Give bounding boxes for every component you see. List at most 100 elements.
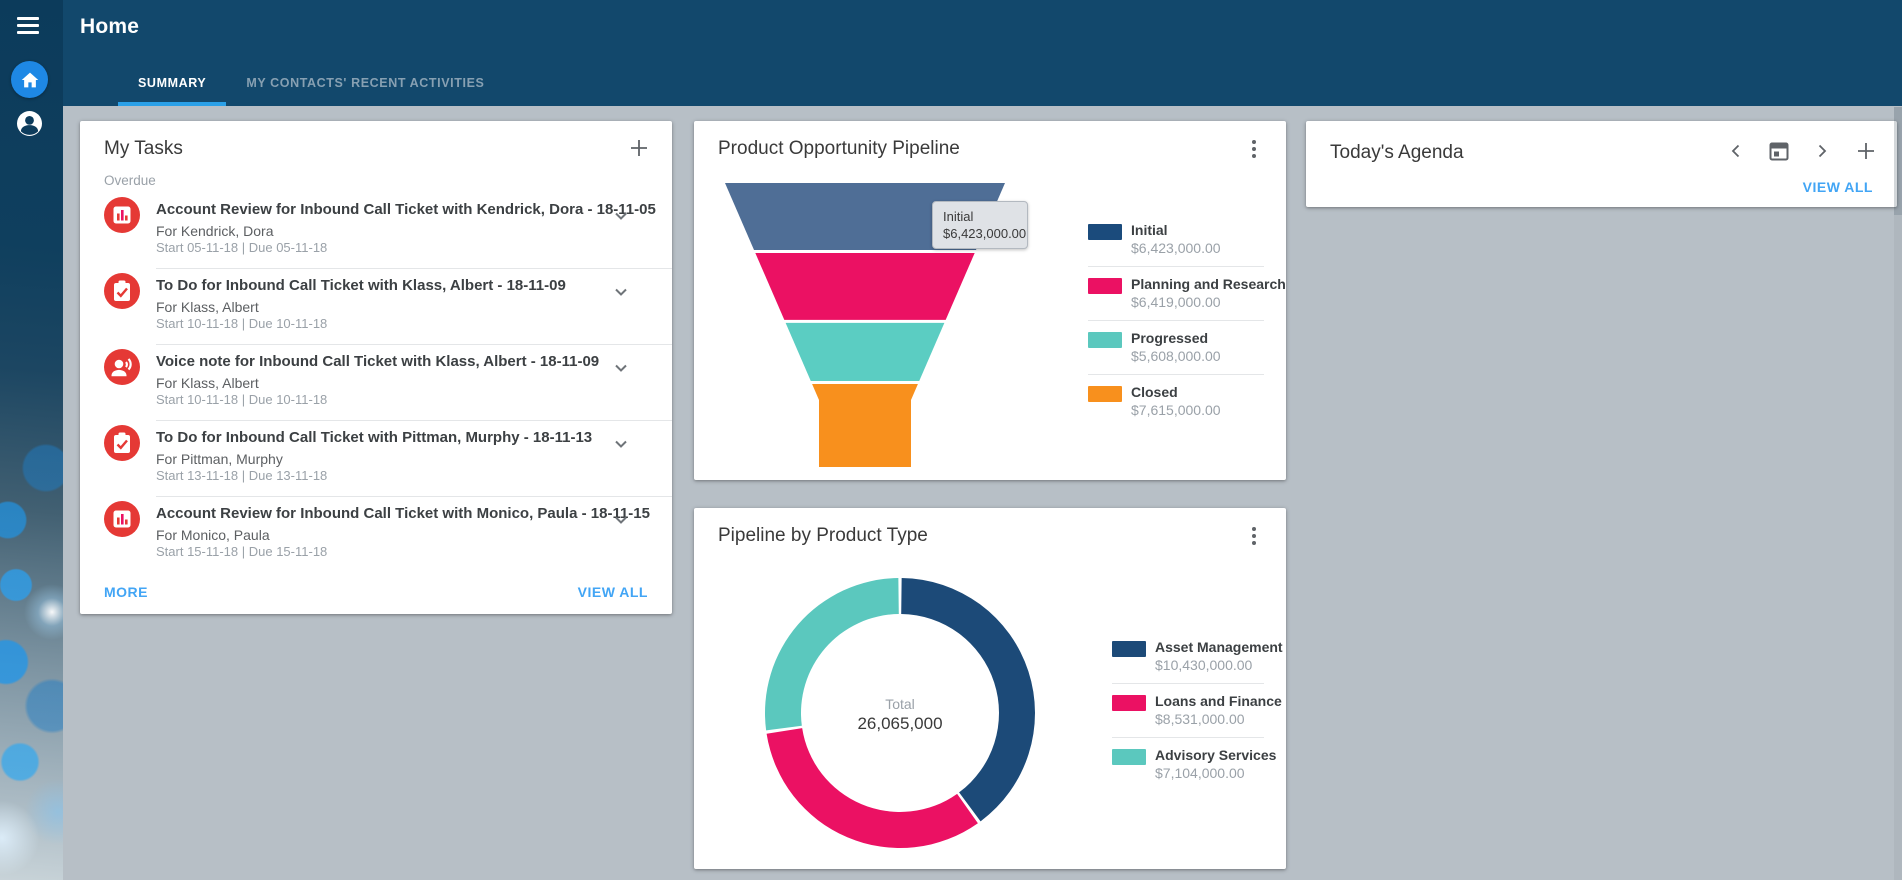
legend-swatch [1088, 332, 1122, 348]
bar-chart-icon [104, 197, 140, 233]
sidebar [0, 0, 63, 880]
tasks-footer: MORE VIEW ALL [104, 584, 648, 600]
my-tasks-card: My Tasks Overdue Account Review for Inbo… [80, 121, 672, 614]
task-subtitle: For Klass, Albert [156, 375, 259, 391]
chevron-left-icon[interactable] [1727, 142, 1745, 165]
legend-value: $5,608,000.00 [1131, 348, 1221, 364]
donut-center-text: Total 26,065,000 [800, 696, 1000, 734]
plus-icon [631, 140, 647, 156]
view-all-agenda-button[interactable]: VIEW ALL [1802, 179, 1873, 195]
task-title: To Do for Inbound Call Ticket with Pittm… [156, 429, 593, 446]
legend-item: Asset Management $10,430,000.00 [1112, 630, 1283, 684]
funnel-card-title: Product Opportunity Pipeline [718, 138, 960, 159]
task-subtitle: For Monico, Paula [156, 527, 270, 543]
legend-swatch [1088, 386, 1122, 402]
task-row[interactable]: Account Review for Inbound Call Ticket w… [80, 193, 672, 269]
home-icon [21, 72, 38, 87]
legend-label: Planning and Research [1131, 276, 1286, 292]
tab-bar: SUMMARY MY CONTACTS' RECENT ACTIVITIES [118, 64, 504, 106]
chevron-down-icon[interactable] [610, 205, 632, 232]
plus-icon [1858, 143, 1874, 159]
account-circle-icon [17, 111, 42, 136]
todays-agenda-card: Today's Agenda VIEW ALL [1306, 121, 1897, 207]
view-all-tasks-button[interactable]: VIEW ALL [577, 584, 648, 600]
todo-check-icon [104, 425, 140, 461]
agenda-title: Today's Agenda [1330, 142, 1464, 163]
legend-swatch [1112, 641, 1146, 657]
calendar-icon[interactable] [1767, 139, 1791, 168]
account-nav-button[interactable] [16, 110, 43, 137]
legend-item: Closed $7,615,000.00 [1088, 375, 1264, 428]
legend-label: Advisory Services [1155, 747, 1277, 763]
voice-note-icon [104, 349, 140, 385]
task-dates: Start 15-11-18 | Due 15-11-18 [156, 544, 328, 559]
agenda-toolbar [1727, 138, 1879, 169]
more-button[interactable]: MORE [104, 584, 148, 600]
task-dates: Start 10-11-18 | Due 10-11-18 [156, 392, 328, 407]
more-options-icon[interactable] [1242, 524, 1266, 548]
task-title: Account Review for Inbound Call Ticket w… [156, 505, 650, 522]
scrollbar-track[interactable] [1894, 107, 1902, 880]
task-dates: Start 10-11-18 | Due 10-11-18 [156, 316, 328, 331]
chevron-down-icon[interactable] [610, 281, 632, 308]
page-title: Home [80, 15, 140, 38]
home-nav-button[interactable] [11, 61, 48, 98]
donut-total-value: 26,065,000 [857, 714, 943, 733]
legend-item: Loans and Finance $8,531,000.00 [1112, 684, 1282, 738]
task-row[interactable]: To Do for Inbound Call Ticket with Pittm… [80, 421, 672, 497]
product-opportunity-pipeline-card: Product Opportunity Pipeline Initial $6,… [694, 121, 1286, 480]
chevron-down-icon[interactable] [610, 357, 632, 384]
add-event-button[interactable] [1853, 138, 1879, 169]
chevron-down-icon[interactable] [610, 433, 632, 460]
legend-swatch [1112, 749, 1146, 765]
legend-value: $6,423,000.00 [1131, 240, 1221, 256]
bar-chart-icon [104, 501, 140, 537]
scrollbar-thumb[interactable] [1894, 107, 1902, 215]
tooltip-value: $6,423,000.00 [943, 226, 1027, 241]
legend-swatch [1112, 695, 1146, 711]
task-subtitle: For Klass, Albert [156, 299, 259, 315]
legend-label: Loans and Finance [1155, 693, 1282, 709]
task-dates: Start 05-11-18 | Due 05-11-18 [156, 240, 328, 255]
tasks-group-label: Overdue [104, 173, 156, 188]
legend-item: Initial $6,423,000.00 [1088, 213, 1264, 267]
legend-value: $7,104,000.00 [1155, 765, 1245, 781]
legend-item: Progressed $5,608,000.00 [1088, 321, 1264, 375]
chevron-down-icon[interactable] [610, 509, 632, 536]
pipeline-by-product-type-card: Pipeline by Product Type Total 26,065,00… [694, 508, 1286, 869]
task-row[interactable]: To Do for Inbound Call Ticket with Klass… [80, 269, 672, 345]
tooltip-label: Initial [943, 209, 974, 224]
task-row[interactable]: Account Review for Inbound Call Ticket w… [80, 497, 672, 573]
task-dates: Start 13-11-18 | Due 13-11-18 [156, 468, 328, 483]
add-task-button[interactable] [626, 135, 652, 166]
chart-tooltip: Initial $6,423,000.00 [932, 201, 1028, 249]
task-title: To Do for Inbound Call Ticket with Klass… [156, 277, 566, 294]
legend-label: Initial [1131, 222, 1168, 238]
legend-item: Advisory Services $7,104,000.00 [1112, 738, 1277, 791]
legend-label: Closed [1131, 384, 1178, 400]
task-title: Voice note for Inbound Call Ticket with … [156, 353, 600, 370]
menu-icon[interactable] [17, 17, 39, 34]
legend-swatch [1088, 224, 1122, 240]
legend-value: $6,419,000.00 [1131, 294, 1221, 310]
legend-label: Asset Management [1155, 639, 1283, 655]
legend-value: $8,531,000.00 [1155, 711, 1245, 727]
tab-my-contacts-recent-activities[interactable]: MY CONTACTS' RECENT ACTIVITIES [246, 76, 485, 90]
legend-value: $7,615,000.00 [1131, 402, 1221, 418]
task-list: Account Review for Inbound Call Ticket w… [80, 193, 672, 573]
legend-label: Progressed [1131, 330, 1209, 346]
donut-legend: Asset Management $10,430,000.00 Loans an… [1112, 630, 1283, 791]
funnel-chart[interactable] [694, 121, 1286, 480]
legend-swatch [1088, 278, 1122, 294]
funnel-legend: Initial $6,423,000.00 Planning and Resea… [1088, 213, 1286, 428]
donut-chart[interactable] [694, 508, 1286, 869]
donut-total-label: Total [885, 696, 915, 712]
my-tasks-title: My Tasks [104, 138, 183, 159]
task-subtitle: For Kendrick, Dora [156, 223, 274, 239]
tab-summary[interactable]: SUMMARY [118, 64, 227, 106]
task-row[interactable]: Voice note for Inbound Call Ticket with … [80, 345, 672, 421]
more-options-icon[interactable] [1242, 137, 1266, 161]
task-title: Account Review for Inbound Call Ticket w… [156, 201, 656, 218]
legend-item: Planning and Research $6,419,000.00 [1088, 267, 1286, 321]
chevron-right-icon[interactable] [1813, 142, 1831, 165]
